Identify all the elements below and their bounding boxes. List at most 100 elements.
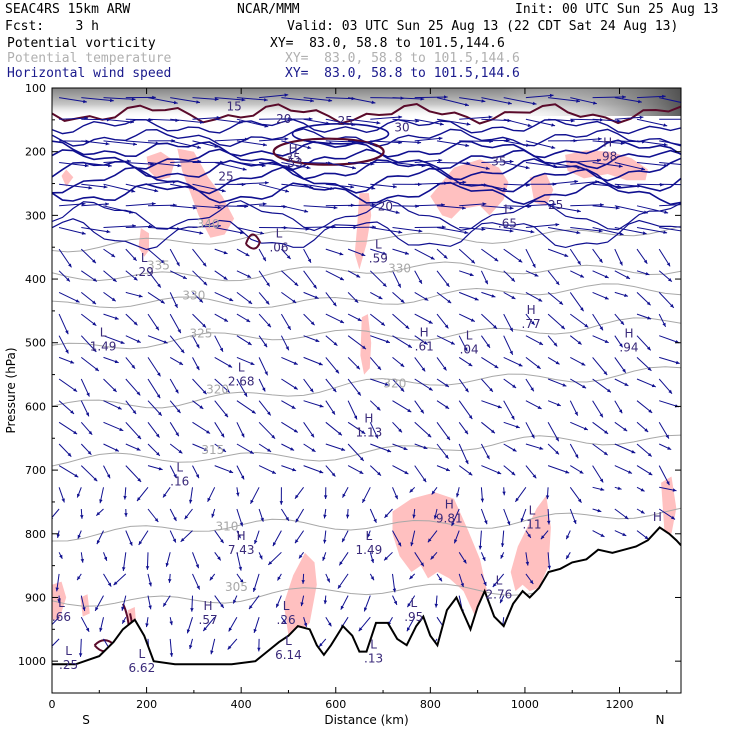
wind-vector-head	[675, 360, 680, 365]
x-tick-label: 800	[420, 698, 441, 711]
extremum-value: 9.81	[436, 511, 463, 525]
wind-speed-label: 20	[276, 112, 291, 126]
wind-vector-head	[532, 474, 537, 479]
wind-vector-head	[350, 185, 355, 189]
wind-vector-head	[267, 448, 272, 452]
wind-vector-head	[534, 273, 539, 277]
extremum-value: .98	[598, 150, 617, 164]
wind-vector-head	[354, 298, 359, 303]
wind-vector	[392, 118, 420, 122]
wind-vector-head	[293, 361, 298, 365]
wind-vector-head	[173, 517, 177, 521]
wind-vector-head	[323, 539, 327, 544]
pv-contour	[244, 233, 261, 250]
wind-vector-head	[575, 454, 579, 459]
wind-vector-head	[356, 274, 361, 278]
axes: 100 200 300 400 500 600 700 800 900 1000 0 200 400 60…	[4, 82, 682, 727]
wind-vector-head	[228, 364, 233, 368]
wind-vector-head	[57, 599, 61, 603]
x-axis-label: Distance (km)	[324, 713, 408, 727]
wind-vector-head	[323, 495, 328, 499]
wind-vector	[125, 183, 159, 192]
wind-vector	[436, 140, 470, 147]
extremum-value: .26	[277, 613, 296, 627]
wind-vector-head	[644, 428, 649, 432]
wind-vector	[525, 162, 558, 167]
extremum-value: .16	[170, 474, 189, 488]
extremum-marker: H	[237, 529, 246, 543]
wind-vector-head	[307, 258, 311, 263]
wind-vector-head	[400, 299, 405, 303]
wind-vector-head	[295, 539, 299, 544]
wind-vector-head	[220, 160, 224, 165]
wind-vector	[636, 205, 669, 214]
pv-shaded-region	[360, 314, 372, 375]
extremum-value: 7.43	[228, 543, 255, 557]
extremum-marker: L	[375, 237, 382, 251]
wind-vector-head	[464, 347, 468, 352]
north-end-label: N	[656, 713, 665, 727]
wind-vector	[659, 356, 680, 364]
wind-vector-head	[582, 384, 587, 389]
wind-vector-head	[428, 387, 433, 391]
wind-vector	[458, 443, 469, 465]
wind-vector-head	[407, 603, 411, 608]
wind-vector-head	[95, 606, 99, 611]
wind-vector-head	[662, 94, 666, 99]
wind-vector-head	[65, 349, 69, 354]
wind-vector	[59, 183, 93, 189]
wind-vector	[503, 162, 530, 169]
wind-vector-head	[607, 388, 611, 393]
wind-vector	[59, 203, 86, 207]
wind-vector-head	[466, 122, 471, 126]
wind-vector-head	[137, 497, 141, 501]
wind-vector-head	[663, 230, 668, 234]
wind-vector-head	[664, 210, 669, 214]
wind-vector	[81, 97, 114, 102]
wind-vector	[303, 97, 333, 102]
extremum-value: .95	[404, 610, 423, 624]
wind-vector-head	[555, 281, 560, 285]
wind-vector-head	[357, 391, 361, 396]
wind-vector-head	[551, 123, 556, 127]
wind-vector	[459, 162, 490, 170]
wind-vector	[281, 227, 310, 230]
wind-vector-head	[333, 205, 338, 210]
extremum-value: 2.76	[486, 588, 513, 602]
wind-vector-head	[180, 349, 185, 354]
wind-vector-head	[545, 495, 550, 500]
wind-vector	[214, 97, 246, 101]
wind-vector-head	[566, 555, 570, 560]
theta-label: 340	[197, 217, 220, 231]
wind-vector-head	[378, 295, 383, 299]
wind-vector	[281, 140, 312, 149]
wind-vector-head	[182, 275, 187, 279]
wind-vector-head	[326, 121, 330, 125]
wind-speed-label: 25	[338, 114, 353, 128]
wind-vector	[569, 292, 585, 312]
wind-vector-head	[228, 627, 232, 632]
wind-vector-head	[326, 578, 330, 583]
wind-vector	[236, 118, 269, 128]
wind-vector-head	[576, 209, 581, 213]
wind-vector	[392, 400, 412, 413]
wind-vector-head	[668, 278, 672, 282]
wind-vector-head	[468, 415, 473, 420]
wind-vector-head	[315, 338, 320, 342]
wind-vector-head	[638, 99, 642, 104]
wind-vector	[214, 162, 247, 171]
wind-vector-head	[203, 447, 208, 451]
wind-vector-head	[502, 491, 506, 496]
y-tick-label: 100	[25, 82, 46, 95]
wind-vector	[103, 183, 136, 193]
wind-vector	[548, 162, 582, 169]
wind-vector-head	[331, 410, 335, 415]
wind-vector-head	[241, 182, 246, 187]
extremum-value: .66	[52, 610, 71, 624]
wind-vector-head	[462, 206, 466, 210]
wind-vector-head	[96, 540, 101, 545]
extremum-marker: L	[141, 251, 148, 265]
wind-vector	[548, 227, 581, 234]
wind-vector-head	[61, 498, 65, 503]
extremum-marker: L	[529, 504, 536, 518]
